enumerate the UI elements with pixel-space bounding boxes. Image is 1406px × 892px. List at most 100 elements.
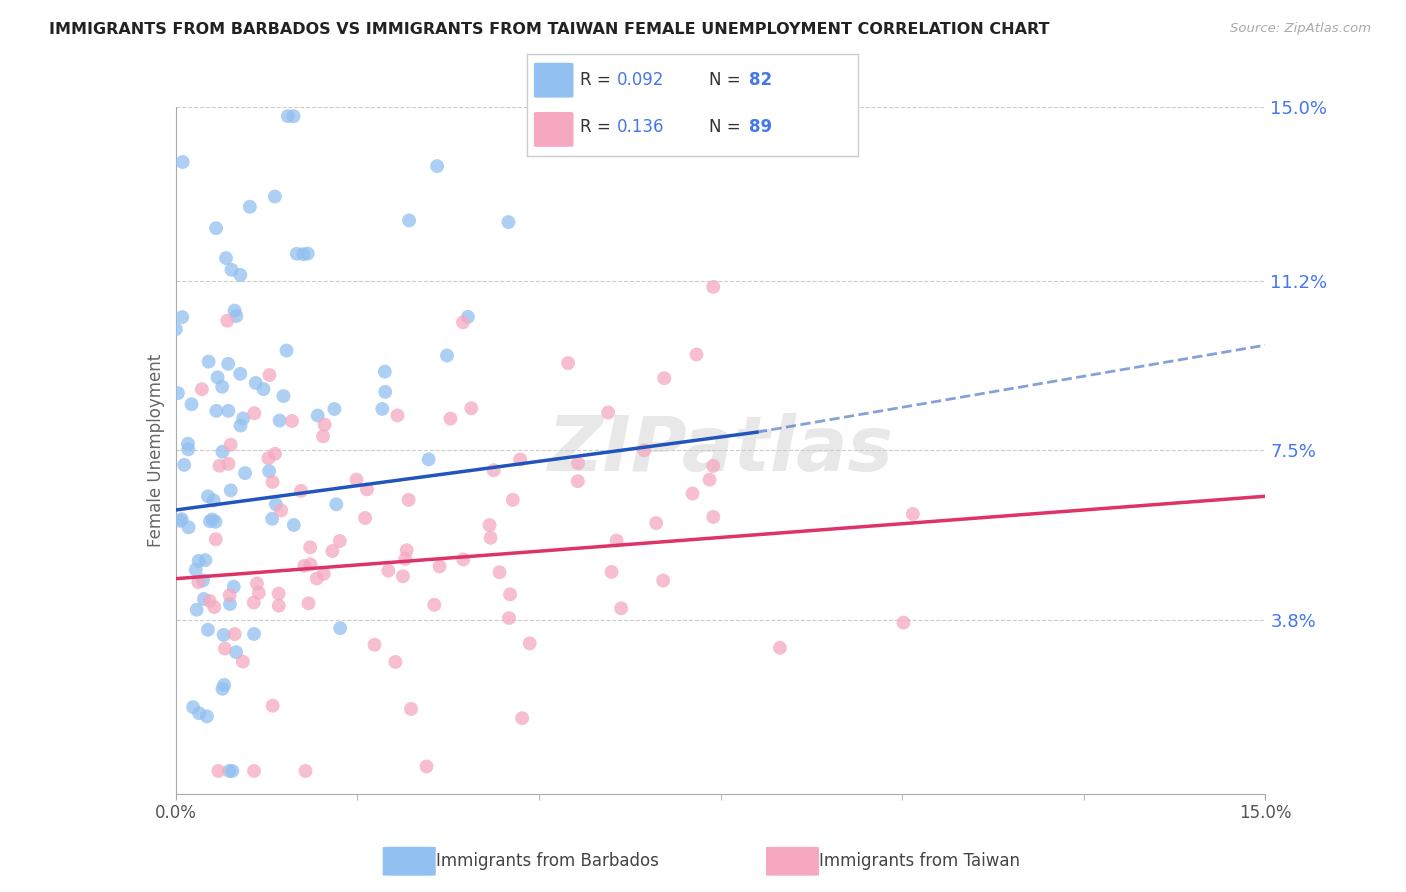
Point: [257, 464, 280, 478]
Point: [188, 706, 211, 721]
Point: [297, 246, 319, 260]
Point: [218, 764, 240, 778]
Point: [699, 473, 721, 487]
Point: [652, 574, 675, 588]
Point: [685, 347, 707, 361]
Point: [204, 533, 226, 547]
Point: [233, 466, 256, 480]
Point: [901, 507, 924, 521]
Point: [225, 645, 247, 659]
FancyBboxPatch shape: [382, 847, 436, 876]
Point: [165, 322, 187, 336]
Point: [418, 452, 440, 467]
FancyBboxPatch shape: [534, 112, 574, 147]
Point: [225, 309, 247, 323]
Point: [243, 764, 266, 778]
Point: [257, 451, 280, 466]
Point: [426, 159, 449, 173]
Point: [212, 628, 235, 642]
Point: [384, 655, 406, 669]
Point: [218, 588, 240, 602]
Point: [187, 554, 209, 568]
Point: [197, 489, 219, 503]
Point: [377, 564, 399, 578]
Point: [207, 764, 229, 778]
Point: [600, 565, 623, 579]
Point: [172, 310, 194, 324]
Point: [198, 594, 221, 608]
Point: [453, 552, 475, 566]
Point: [290, 483, 312, 498]
Point: [283, 109, 305, 123]
Point: [252, 382, 274, 396]
Point: [479, 531, 502, 545]
Point: [299, 558, 322, 572]
Point: [395, 543, 418, 558]
FancyBboxPatch shape: [534, 62, 574, 97]
Point: [184, 563, 207, 577]
Point: [221, 764, 243, 778]
Point: [204, 515, 226, 529]
Y-axis label: Female Unemployment: Female Unemployment: [146, 354, 165, 547]
Point: [232, 655, 254, 669]
Text: R =: R =: [581, 71, 616, 89]
Point: [195, 709, 218, 723]
Point: [211, 444, 233, 458]
Point: [245, 376, 267, 390]
Point: [510, 711, 533, 725]
Point: [325, 497, 347, 511]
Text: 0.136: 0.136: [616, 119, 664, 136]
Text: IMMIGRANTS FROM BARBADOS VS IMMIGRANTS FROM TAIWAN FEMALE UNEMPLOYMENT CORRELATI: IMMIGRANTS FROM BARBADOS VS IMMIGRANTS F…: [49, 22, 1050, 37]
Point: [321, 544, 343, 558]
Point: [259, 368, 281, 382]
Point: [208, 458, 231, 473]
Point: [239, 200, 262, 214]
Point: [498, 611, 520, 625]
Point: [374, 384, 396, 399]
Point: [307, 409, 329, 423]
Point: [312, 429, 335, 443]
Point: [202, 600, 225, 615]
Point: [451, 315, 474, 329]
Point: [519, 636, 541, 650]
Point: [356, 483, 378, 497]
Point: [232, 411, 254, 425]
Point: [262, 512, 284, 526]
Point: [264, 497, 287, 511]
Point: [229, 418, 252, 433]
Text: N =: N =: [709, 119, 745, 136]
Point: [305, 572, 328, 586]
Point: [292, 247, 315, 261]
Point: [606, 533, 628, 548]
Point: [652, 371, 675, 385]
Point: [267, 586, 290, 600]
Point: [262, 475, 284, 489]
Point: [682, 486, 704, 500]
Point: [187, 575, 209, 590]
Text: 0.092: 0.092: [616, 71, 664, 89]
Point: [170, 512, 193, 526]
Text: 89: 89: [748, 119, 772, 136]
Point: [769, 640, 792, 655]
Point: [197, 354, 219, 368]
Point: [702, 280, 724, 294]
Point: [217, 313, 239, 327]
Point: [312, 566, 335, 581]
Point: [212, 678, 235, 692]
Point: [207, 370, 229, 384]
Point: [173, 458, 195, 472]
Point: [398, 492, 420, 507]
Point: [394, 552, 416, 566]
Point: [219, 597, 242, 611]
Point: [488, 566, 510, 580]
Point: [224, 303, 246, 318]
Point: [399, 702, 422, 716]
Point: [346, 473, 368, 487]
Point: [243, 627, 266, 641]
Text: R =: R =: [581, 119, 616, 136]
Point: [247, 586, 270, 600]
Point: [276, 343, 298, 358]
Point: [191, 382, 214, 396]
Point: [499, 587, 522, 601]
Point: [169, 514, 191, 528]
